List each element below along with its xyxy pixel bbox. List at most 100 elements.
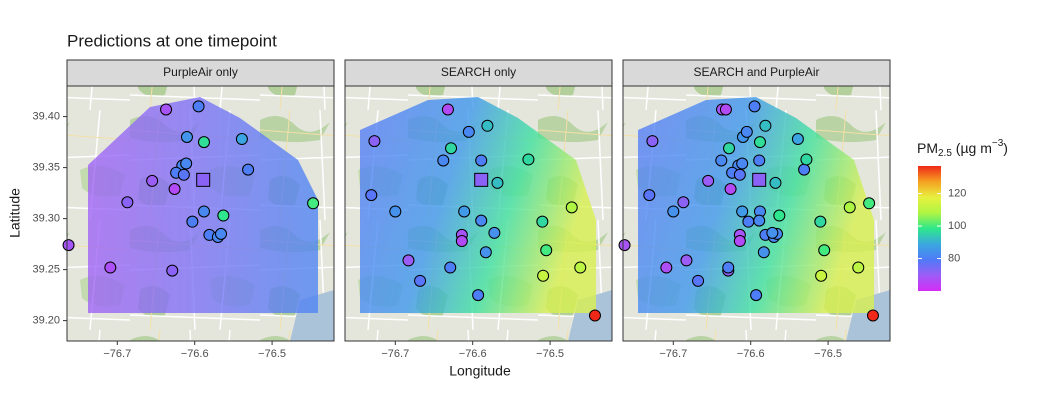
sensor-point bbox=[692, 274, 705, 287]
sensor-point bbox=[588, 309, 601, 322]
sensor-point bbox=[677, 196, 690, 209]
sensor-point bbox=[121, 196, 134, 209]
sensor-point bbox=[389, 205, 402, 218]
points bbox=[62, 100, 320, 277]
colorbar bbox=[918, 166, 941, 291]
strip bbox=[66, 59, 335, 87]
sensor-point bbox=[458, 205, 471, 218]
sensor-point bbox=[402, 254, 415, 267]
panels bbox=[67, 86, 890, 341]
y-tick-label: 39.25 bbox=[32, 264, 60, 276]
colorbar-tick-label: 100 bbox=[948, 220, 966, 232]
sensor-point bbox=[750, 289, 763, 302]
sensor-point bbox=[753, 214, 766, 227]
sensor-point bbox=[815, 269, 828, 282]
sensor-point bbox=[798, 163, 811, 176]
strip-label: SEARCH and PurpleAir bbox=[693, 65, 819, 79]
strip-label: PurpleAir only bbox=[163, 65, 238, 79]
sensor-point bbox=[445, 142, 458, 155]
sensor-point bbox=[852, 261, 865, 274]
sensor-point bbox=[437, 154, 450, 167]
sensor-point bbox=[643, 189, 656, 202]
colorbar-title-end: ) bbox=[1003, 140, 1008, 156]
sensor-point bbox=[736, 205, 749, 218]
strip bbox=[622, 59, 891, 87]
sensor-point bbox=[660, 261, 673, 274]
sensor-point bbox=[753, 154, 766, 167]
sensor-point bbox=[791, 133, 804, 146]
colorbar-title-main: PM bbox=[917, 140, 938, 156]
sensor-point bbox=[574, 261, 587, 274]
sensor-point bbox=[646, 135, 659, 148]
sensor-point bbox=[736, 157, 749, 170]
points bbox=[365, 103, 601, 322]
sensor-point bbox=[215, 227, 228, 240]
sensor-point bbox=[740, 125, 753, 138]
sensor-point bbox=[537, 269, 550, 282]
sensor-point bbox=[565, 201, 578, 214]
sensor-point bbox=[242, 163, 255, 176]
x-tick-label: −76.5 bbox=[258, 348, 286, 360]
sensor-point bbox=[540, 244, 553, 257]
sensor-point bbox=[800, 153, 813, 166]
sensor-point bbox=[104, 261, 117, 274]
sensor-point bbox=[769, 176, 782, 189]
y-tick-label: 39.40 bbox=[32, 111, 60, 123]
y-tick-label: 39.35 bbox=[32, 162, 60, 174]
sensor-point bbox=[818, 244, 831, 257]
monitor-square bbox=[196, 172, 211, 187]
y-axis-label: Latitude bbox=[7, 188, 23, 238]
y-tick-label: 39.20 bbox=[32, 315, 60, 327]
sensor-point bbox=[186, 215, 199, 228]
points bbox=[618, 100, 879, 322]
sensor-point bbox=[365, 189, 378, 202]
x-tick-label: −76.7 bbox=[659, 348, 687, 360]
sensor-point bbox=[759, 119, 772, 132]
sensor-point bbox=[680, 254, 693, 267]
sensor-point bbox=[462, 125, 475, 138]
x-tick-label: −76.5 bbox=[536, 348, 564, 360]
sensor-point bbox=[455, 235, 468, 248]
colorbar-tick-label: 80 bbox=[948, 252, 960, 264]
panel-map bbox=[623, 86, 890, 341]
sensor-point bbox=[773, 209, 786, 222]
sensor-point bbox=[62, 239, 75, 252]
sensor-point bbox=[488, 226, 501, 239]
sensor-point bbox=[217, 209, 230, 222]
sensor-point bbox=[479, 246, 492, 259]
sensor-point bbox=[724, 183, 737, 196]
sensor-point bbox=[414, 274, 427, 287]
x-tick-label: −76.6 bbox=[181, 348, 209, 360]
sensor-point bbox=[177, 168, 190, 181]
monitor-square bbox=[474, 172, 489, 187]
sensor-point bbox=[444, 261, 457, 274]
sensor-point bbox=[168, 183, 181, 196]
sensor-point bbox=[536, 215, 549, 228]
sensor-point bbox=[753, 136, 766, 149]
colorbar-tick-label: 120 bbox=[948, 188, 966, 200]
sensor-point bbox=[368, 135, 381, 148]
colorbar-title: PM2.5 (µg m−3) bbox=[917, 138, 1008, 159]
monitor-square bbox=[752, 172, 767, 187]
sensor-point bbox=[475, 214, 488, 227]
sensor-point bbox=[146, 174, 159, 187]
sensor-point bbox=[166, 264, 179, 277]
sensor-point bbox=[472, 289, 485, 302]
sensor-point bbox=[843, 201, 856, 214]
sensor-point bbox=[863, 197, 876, 210]
sensor-point bbox=[618, 239, 631, 252]
colorbar-title-unit: (µg m bbox=[952, 140, 992, 156]
x-tick-label: −76.6 bbox=[459, 348, 487, 360]
colorbar-title-sub: 2.5 bbox=[938, 148, 952, 159]
sensor-point bbox=[702, 174, 715, 187]
sensor-point bbox=[160, 103, 173, 116]
sensor-point bbox=[197, 136, 210, 149]
x-axis-label: Longitude bbox=[449, 363, 511, 379]
strip bbox=[344, 59, 613, 87]
sensor-point bbox=[722, 261, 735, 274]
sensor-point bbox=[733, 235, 746, 248]
sensor-point bbox=[742, 215, 755, 228]
panel-map bbox=[67, 86, 334, 341]
sensor-point bbox=[235, 133, 248, 146]
